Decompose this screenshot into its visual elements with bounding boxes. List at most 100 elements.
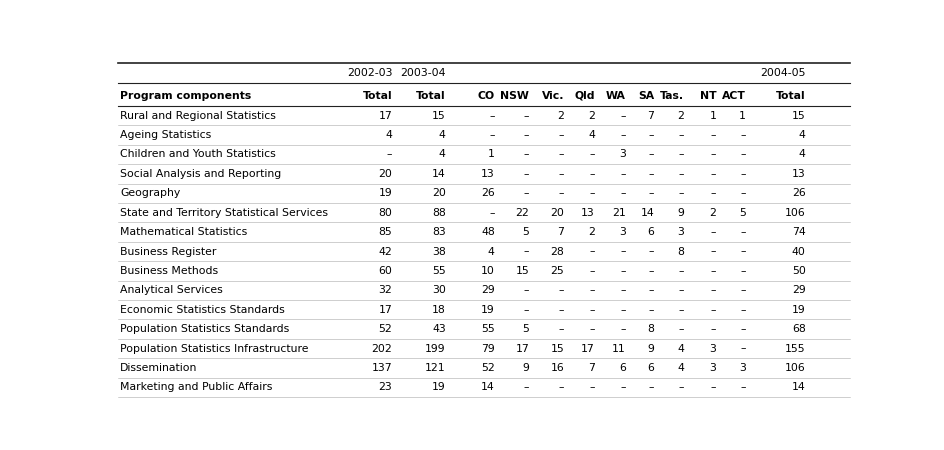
Text: Qld: Qld xyxy=(575,90,595,101)
Text: –: – xyxy=(620,130,626,140)
Text: –: – xyxy=(649,266,654,276)
Text: –: – xyxy=(740,169,746,179)
Text: 3: 3 xyxy=(678,227,684,237)
Text: 5: 5 xyxy=(522,227,530,237)
Text: Program components: Program components xyxy=(120,90,251,101)
Text: NT: NT xyxy=(700,90,716,101)
Text: –: – xyxy=(740,247,746,256)
Text: –: – xyxy=(711,247,716,256)
Text: Rural and Regional Statistics: Rural and Regional Statistics xyxy=(120,111,276,121)
Text: –: – xyxy=(740,343,746,354)
Text: –: – xyxy=(740,382,746,392)
Text: 5: 5 xyxy=(739,208,746,218)
Text: –: – xyxy=(524,169,530,179)
Text: NSW: NSW xyxy=(500,90,530,101)
Text: –: – xyxy=(589,305,595,315)
Text: –: – xyxy=(559,382,565,392)
Text: –: – xyxy=(711,130,716,140)
Text: 43: 43 xyxy=(432,324,446,334)
Text: 14: 14 xyxy=(432,169,446,179)
Text: 121: 121 xyxy=(425,363,446,373)
Text: –: – xyxy=(589,285,595,295)
Text: –: – xyxy=(489,208,495,218)
Text: 80: 80 xyxy=(379,208,393,218)
Text: –: – xyxy=(679,130,684,140)
Text: –: – xyxy=(489,130,495,140)
Text: 6: 6 xyxy=(648,363,654,373)
Text: 15: 15 xyxy=(432,111,446,121)
Text: Total: Total xyxy=(416,90,446,101)
Text: 48: 48 xyxy=(481,227,495,237)
Text: 52: 52 xyxy=(379,324,393,334)
Text: –: – xyxy=(711,324,716,334)
Text: 199: 199 xyxy=(425,343,446,354)
Text: 26: 26 xyxy=(792,188,805,198)
Text: 15: 15 xyxy=(515,266,530,276)
Text: –: – xyxy=(620,247,626,256)
Text: 4: 4 xyxy=(488,247,495,256)
Text: 1: 1 xyxy=(488,149,495,159)
Text: 7: 7 xyxy=(557,227,565,237)
Text: 40: 40 xyxy=(792,247,805,256)
Text: –: – xyxy=(524,305,530,315)
Text: 2: 2 xyxy=(678,111,684,121)
Text: SA: SA xyxy=(638,90,654,101)
Text: 32: 32 xyxy=(379,285,393,295)
Text: –: – xyxy=(740,188,746,198)
Text: Business Methods: Business Methods xyxy=(120,266,218,276)
Text: 13: 13 xyxy=(792,169,805,179)
Text: Vic.: Vic. xyxy=(542,90,565,101)
Text: 19: 19 xyxy=(432,382,446,392)
Text: Population Statistics Infrastructure: Population Statistics Infrastructure xyxy=(120,343,309,354)
Text: –: – xyxy=(589,247,595,256)
Text: 2: 2 xyxy=(710,208,716,218)
Text: 85: 85 xyxy=(379,227,393,237)
Text: 29: 29 xyxy=(792,285,805,295)
Text: 79: 79 xyxy=(481,343,495,354)
Text: 2: 2 xyxy=(588,111,595,121)
Text: 55: 55 xyxy=(481,324,495,334)
Text: 14: 14 xyxy=(792,382,805,392)
Text: 4: 4 xyxy=(799,149,805,159)
Text: 22: 22 xyxy=(515,208,530,218)
Text: 25: 25 xyxy=(550,266,565,276)
Text: –: – xyxy=(620,285,626,295)
Text: Mathematical Statistics: Mathematical Statistics xyxy=(120,227,247,237)
Text: 14: 14 xyxy=(481,382,495,392)
Text: 19: 19 xyxy=(792,305,805,315)
Text: –: – xyxy=(740,266,746,276)
Text: –: – xyxy=(620,111,626,121)
Text: 18: 18 xyxy=(432,305,446,315)
Text: 2: 2 xyxy=(588,227,595,237)
Text: WA: WA xyxy=(606,90,626,101)
Text: –: – xyxy=(679,305,684,315)
Text: –: – xyxy=(711,266,716,276)
Text: –: – xyxy=(740,227,746,237)
Text: 20: 20 xyxy=(550,208,565,218)
Text: 15: 15 xyxy=(550,343,565,354)
Text: –: – xyxy=(649,305,654,315)
Text: –: – xyxy=(589,149,595,159)
Text: –: – xyxy=(524,130,530,140)
Text: 202: 202 xyxy=(372,343,393,354)
Text: 3: 3 xyxy=(710,363,716,373)
Text: ACT: ACT xyxy=(722,90,746,101)
Text: –: – xyxy=(711,188,716,198)
Text: –: – xyxy=(387,149,393,159)
Text: 83: 83 xyxy=(432,227,446,237)
Text: –: – xyxy=(489,111,495,121)
Text: 16: 16 xyxy=(550,363,565,373)
Text: –: – xyxy=(649,149,654,159)
Text: 88: 88 xyxy=(432,208,446,218)
Text: –: – xyxy=(679,266,684,276)
Text: 11: 11 xyxy=(612,343,626,354)
Text: –: – xyxy=(711,305,716,315)
Text: –: – xyxy=(649,285,654,295)
Text: Children and Youth Statistics: Children and Youth Statistics xyxy=(120,149,276,159)
Text: –: – xyxy=(589,324,595,334)
Text: 20: 20 xyxy=(379,169,393,179)
Text: –: – xyxy=(524,285,530,295)
Text: 2004-05: 2004-05 xyxy=(760,68,805,78)
Text: 8: 8 xyxy=(648,324,654,334)
Text: 13: 13 xyxy=(582,208,595,218)
